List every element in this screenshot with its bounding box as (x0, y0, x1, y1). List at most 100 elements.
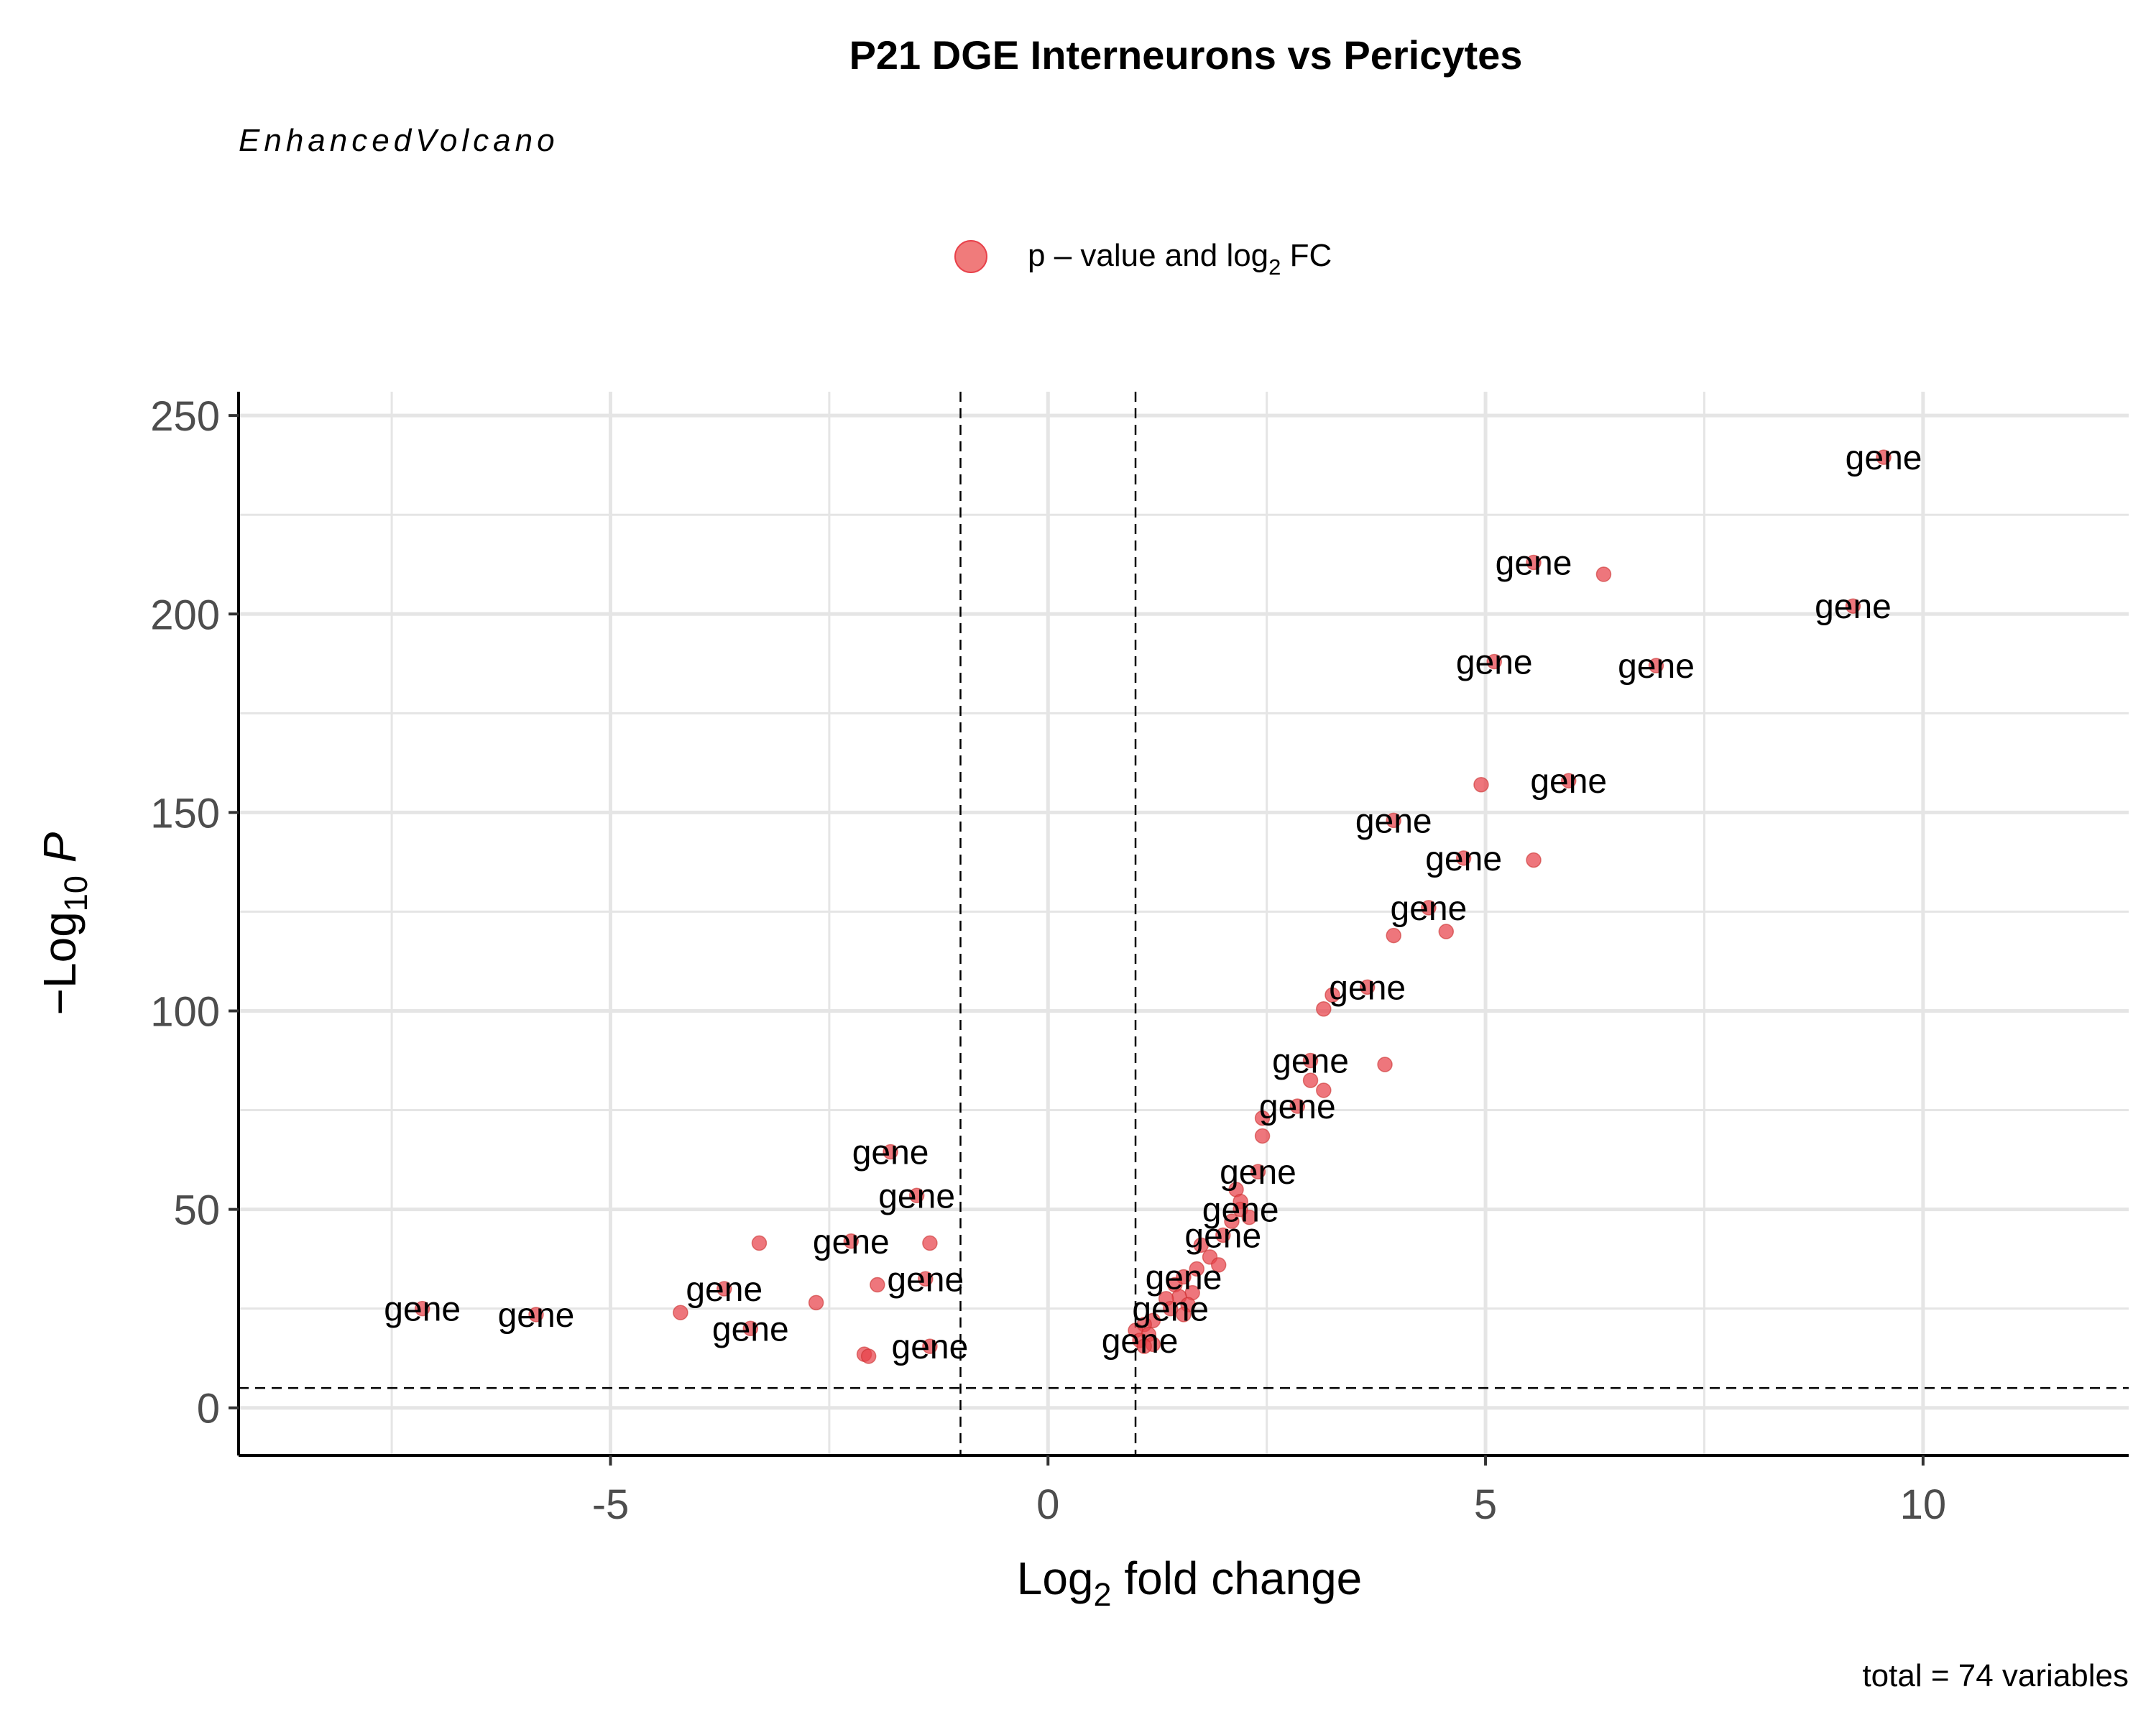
data-point (860, 1348, 877, 1364)
point-label: gene (1102, 1322, 1179, 1361)
data-point (918, 1271, 934, 1287)
chart-caption: total = 74 variables (1862, 1658, 2129, 1693)
data-point (1421, 900, 1437, 916)
point-label: gene (1425, 840, 1502, 878)
x-axis-ticks: -5 0 5 10 (592, 1455, 1946, 1528)
data-point (1455, 850, 1472, 866)
data-point (1302, 1052, 1319, 1069)
point-label: gene (1815, 588, 1892, 626)
data-point (908, 1187, 925, 1204)
point-label: gene (1846, 439, 1922, 477)
x-tick-label: 0 (1036, 1481, 1059, 1528)
data-point (1595, 566, 1612, 582)
cutoff-lines (239, 392, 2129, 1455)
data-point (1215, 1227, 1231, 1243)
data-point (922, 1235, 938, 1251)
point-label: gene (1530, 763, 1607, 801)
point-label: gene (892, 1328, 969, 1366)
point-label: gene (813, 1223, 890, 1261)
point-label: gene (1220, 1154, 1296, 1192)
data-point (1189, 1261, 1205, 1277)
data-point (1224, 1213, 1240, 1229)
y-tick-label: 200 (150, 592, 220, 638)
point-label: gene (887, 1261, 964, 1299)
y-tick-label: 50 (173, 1187, 220, 1234)
data-point (1254, 1128, 1271, 1144)
grid-major (239, 392, 2129, 1455)
legend-label: p – value and log2 FC (1028, 238, 1332, 280)
point-label: gene (1272, 1043, 1349, 1081)
data-point (1473, 776, 1489, 793)
point-label: gene (1496, 544, 1572, 582)
data-point (1438, 924, 1455, 939)
y-axis-title: −Log10 P (34, 832, 94, 1015)
point-label: gene (878, 1177, 955, 1215)
point-label: gene (686, 1271, 763, 1309)
point-label: gene (1184, 1218, 1261, 1256)
data-point (1250, 1164, 1266, 1179)
data-points (414, 449, 1892, 1364)
y-tick-label: 100 (150, 988, 220, 1035)
point-label: gene (1618, 648, 1695, 686)
data-point (1289, 1098, 1306, 1114)
data-point (870, 1276, 885, 1293)
data-point (1526, 554, 1542, 571)
data-point (1193, 1237, 1210, 1254)
data-point (1136, 1338, 1152, 1354)
point-label: gene (1355, 802, 1432, 840)
y-tick-label: 150 (150, 790, 220, 837)
data-point (843, 1233, 860, 1249)
x-tick-label: 5 (1474, 1481, 1497, 1528)
data-point (1210, 1257, 1227, 1273)
y-tick-label: 250 (150, 393, 220, 440)
data-point (1241, 1209, 1258, 1225)
legend-key (954, 240, 987, 273)
data-point (808, 1294, 824, 1311)
data-point (1316, 1000, 1332, 1017)
data-point (1302, 1072, 1319, 1088)
point-label: gene (712, 1310, 789, 1348)
point-label: gene (1391, 890, 1468, 928)
point-label: gene (1456, 644, 1533, 682)
data-point (1254, 1110, 1271, 1126)
data-point (1560, 773, 1577, 788)
point-label: gene (852, 1134, 929, 1172)
legend: p – value and log2 FC (954, 238, 1332, 280)
point-label: gene (1146, 1259, 1222, 1297)
data-point (1377, 1057, 1393, 1072)
data-point (1325, 987, 1340, 1003)
point-label: gene (1132, 1291, 1209, 1329)
data-point (883, 1144, 898, 1160)
x-tick-label: -5 (592, 1481, 630, 1528)
data-point (742, 1320, 759, 1337)
data-point (528, 1307, 544, 1322)
data-point (1648, 658, 1664, 673)
point-label: gene (1329, 969, 1406, 1007)
data-point (1316, 1082, 1332, 1098)
x-axis-title: Log2 fold change (1017, 1552, 1363, 1613)
data-point (1176, 1307, 1192, 1322)
chart-subtitle: EnhancedVolcano (239, 123, 559, 158)
data-point (1486, 653, 1502, 670)
data-point (414, 1300, 430, 1317)
point-label: gene (1259, 1088, 1336, 1126)
chart-title: P21 DGE Interneurons vs Pericytes (849, 32, 1523, 78)
point-label: gene (498, 1297, 575, 1335)
data-point (1845, 598, 1861, 614)
data-point (1876, 449, 1892, 465)
point-label: gene (384, 1291, 461, 1329)
data-point (673, 1305, 688, 1320)
data-point (922, 1338, 938, 1354)
data-point (1386, 812, 1401, 829)
data-point (1359, 979, 1376, 995)
point-label: gene (1202, 1192, 1279, 1230)
data-point (717, 1281, 732, 1297)
data-point (1162, 1300, 1179, 1317)
y-tick-label: 0 (197, 1386, 220, 1432)
x-tick-label: 10 (1900, 1481, 1947, 1528)
y-axis-ticks: 0 50 100 150 200 250 (150, 393, 239, 1432)
data-point (751, 1235, 768, 1251)
